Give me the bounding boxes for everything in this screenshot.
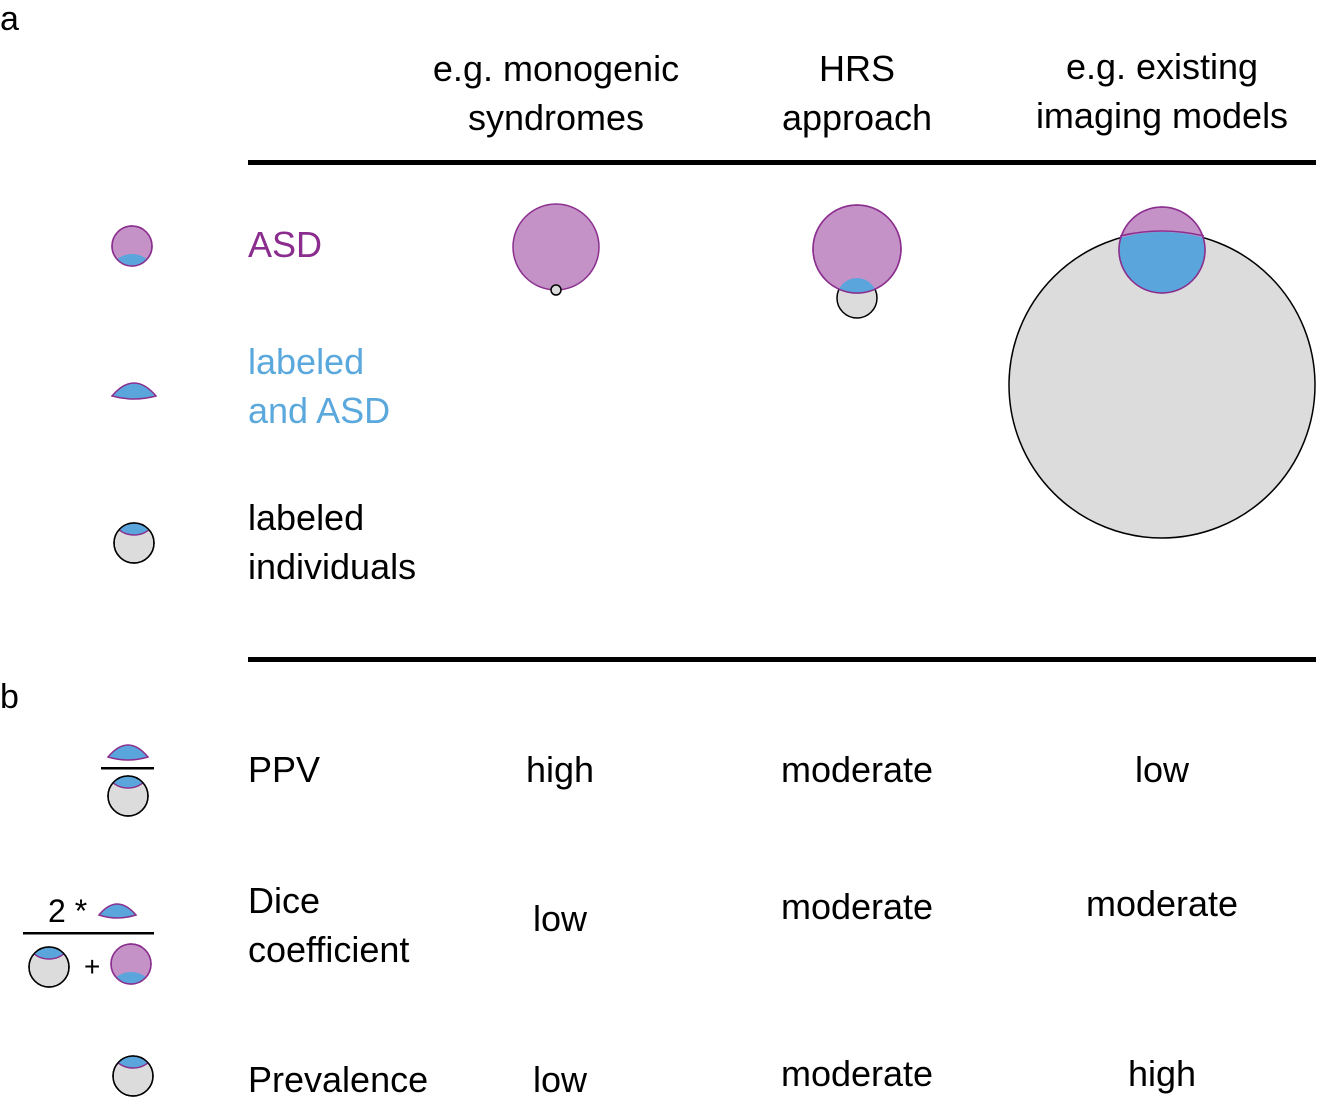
imaging-venn xyxy=(1008,206,1316,539)
ppv-monogenic-value: high xyxy=(525,749,595,790)
labeled-and-asd-icon xyxy=(110,382,158,400)
metric-name-dice: Dice coefficient xyxy=(248,877,409,974)
column-header-monogenic: e.g. monogenic syndromes xyxy=(433,45,679,142)
prevalence-icon xyxy=(112,1055,154,1097)
column-header-line: e.g. existing xyxy=(1065,46,1259,87)
column-header-hrs: HRS approach xyxy=(782,45,932,142)
legend-line: labeled xyxy=(248,497,365,538)
dice-monogenic-value: low xyxy=(532,898,588,939)
panel-label-a: a xyxy=(0,0,19,38)
asd-icon xyxy=(111,225,153,267)
hrs-venn xyxy=(812,204,902,319)
panel-label-b: b xyxy=(0,678,19,716)
ppv-formula-icon xyxy=(101,744,154,817)
legend-line: labeled xyxy=(248,341,365,382)
legend-label-labeled-and-asd: labeled and ASD xyxy=(248,338,390,435)
ppv-imaging-value: low xyxy=(1134,749,1190,790)
metric-name-line: Dice xyxy=(248,880,321,921)
prevalence-imaging-value: high xyxy=(1127,1053,1197,1094)
metric-name-ppv: PPV xyxy=(248,749,321,790)
column-header-line: HRS xyxy=(818,48,895,89)
metric-name-line: coefficient xyxy=(248,928,410,970)
ppv-hrs-value: moderate xyxy=(780,749,934,790)
column-header-line: syndromes xyxy=(467,96,645,138)
labeled-individuals-icon xyxy=(113,522,155,564)
dice-numerator-prefix: 2 * xyxy=(48,893,88,929)
prevalence-hrs-value: moderate xyxy=(780,1053,934,1094)
top-rule xyxy=(248,160,1316,165)
metric-name-prevalence: Prevalence xyxy=(248,1059,429,1100)
column-header-line: e.g. monogenic xyxy=(432,48,680,89)
middle-rule xyxy=(248,657,1316,662)
column-header-line: approach xyxy=(781,96,933,138)
column-header-line: imaging models xyxy=(1035,94,1289,136)
monogenic-venn xyxy=(512,203,600,296)
legend-line: and ASD xyxy=(248,389,391,431)
dice-imaging-value: moderate xyxy=(1085,883,1239,924)
dice-formula-icon xyxy=(23,903,154,988)
dice-plus-sign: + xyxy=(84,951,101,982)
dice-hrs-value: moderate xyxy=(780,886,934,927)
legend-label-labeled-individuals: labeled individuals xyxy=(248,494,416,591)
legend-line: individuals xyxy=(248,545,417,587)
legend-label-asd: ASD xyxy=(248,224,323,265)
prevalence-monogenic-value: low xyxy=(532,1059,588,1100)
column-header-imaging: e.g. existing imaging models xyxy=(1036,43,1288,140)
